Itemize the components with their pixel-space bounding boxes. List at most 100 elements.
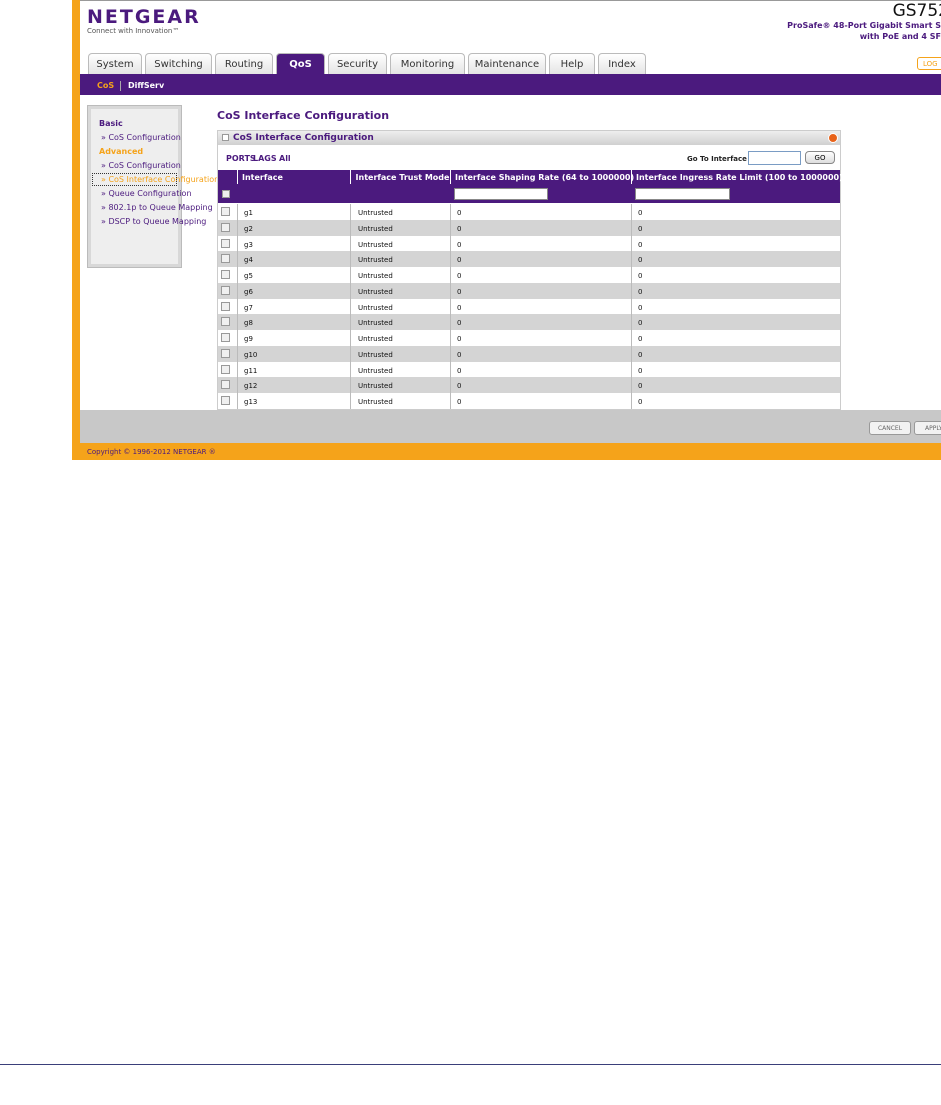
logout-button[interactable]: LOG <box>917 57 941 70</box>
subnav-link[interactable]: CoS <box>97 81 115 90</box>
table-row <box>218 314 840 330</box>
frame-border <box>72 0 80 460</box>
cell: 0 <box>450 345 631 362</box>
cell: g3 <box>237 235 350 252</box>
sidebar: Basic » CoS Configuration Advanced » CoS Co… <box>87 105 219 268</box>
cell: 0 <box>450 219 631 236</box>
cell: Untrusted <box>350 377 450 393</box>
cell: g2 <box>237 219 350 236</box>
row-checkbox[interactable] <box>221 317 230 327</box>
cell: 0 <box>450 235 631 252</box>
nav-tab[interactable]: Monitoring <box>390 53 465 74</box>
nav-tab[interactable]: Index <box>598 53 646 74</box>
bulk-input[interactable] <box>635 188 730 200</box>
footer-bar <box>80 443 941 460</box>
filter-link[interactable]: All <box>279 154 291 163</box>
cell: 0 <box>631 251 840 267</box>
row-checkbox[interactable] <box>221 238 230 248</box>
select-all[interactable] <box>222 190 230 198</box>
page-title: CoS Interface Configuration <box>217 109 390 122</box>
table-row <box>218 361 840 378</box>
table-row <box>218 330 840 346</box>
panel-title: CoS Interface Configuration <box>233 133 374 143</box>
row-checkbox[interactable] <box>221 270 230 279</box>
table-row <box>218 345 840 362</box>
row-checkbox[interactable] <box>221 222 230 232</box>
cell: Untrusted <box>350 361 450 378</box>
cell: g9 <box>237 330 350 346</box>
table-row <box>218 282 840 299</box>
nav-tab[interactable]: Maintenance <box>468 53 546 74</box>
cell: 0 <box>450 330 631 346</box>
cell: 0 <box>631 219 840 236</box>
subnav-divider <box>120 81 121 91</box>
table-row <box>218 204 840 220</box>
sidebar-link[interactable]: » 802.1p to Queue Mapping <box>101 203 213 212</box>
goto-input[interactable] <box>748 151 801 165</box>
table-row <box>218 219 840 236</box>
cell: 0 <box>631 393 840 409</box>
logo: NETGEAR <box>87 6 201 28</box>
sidebar-link[interactable]: » CoS Configuration <box>101 133 181 142</box>
cell: Untrusted <box>350 235 450 252</box>
cell: 0 <box>631 282 840 299</box>
collapse-icon <box>222 134 229 141</box>
cell: g5 <box>237 267 350 283</box>
cell: 0 <box>450 393 631 409</box>
column-header: Interface Ingress Rate Limit (100 to 100… <box>631 170 843 184</box>
cell: 0 <box>631 204 840 220</box>
goto-label: Go To Interface <box>687 155 747 163</box>
sidebar-link[interactable]: » CoS Configuration <box>101 161 181 170</box>
table-row <box>218 298 840 315</box>
table-row <box>218 393 840 409</box>
row-checkbox[interactable] <box>221 396 230 405</box>
sidebar-link[interactable]: » Queue Configuration <box>101 189 192 198</box>
sidebar-section[interactable]: Basic <box>99 119 123 128</box>
subnav-link[interactable]: DiffServ <box>128 81 165 90</box>
row-checkbox[interactable] <box>221 380 230 390</box>
cell: 0 <box>631 377 840 393</box>
cell: g11 <box>237 361 350 378</box>
nav-tab[interactable]: QoS <box>276 53 325 74</box>
cell: g7 <box>237 298 350 315</box>
row-checkbox[interactable] <box>221 285 230 295</box>
nav-tab[interactable]: Switching <box>145 53 212 74</box>
bulk-input[interactable] <box>454 188 548 200</box>
sidebar-link[interactable]: » DSCP to Queue Mapping <box>101 217 207 226</box>
nav-tab[interactable]: System <box>88 53 142 74</box>
cell: 0 <box>631 235 840 252</box>
sidebar-section[interactable]: Advanced <box>99 147 144 156</box>
column-header: Interface Shaping Rate (64 to 1000000) <box>450 170 634 184</box>
row-checkbox[interactable] <box>221 333 230 342</box>
row-checkbox[interactable] <box>221 364 230 374</box>
panel-header <box>218 131 840 145</box>
cell: g1 <box>237 204 350 220</box>
cancel-button[interactable]: CANCEL <box>869 421 911 435</box>
cell: g10 <box>237 345 350 362</box>
column-header: Interface Trust Mode <box>350 170 450 184</box>
nav-tab[interactable]: Help <box>549 53 595 74</box>
cell: Untrusted <box>350 282 450 299</box>
nav-tab[interactable]: Routing <box>215 53 273 74</box>
cell: 0 <box>631 330 840 346</box>
filter-link[interactable]: LAGS <box>253 154 277 163</box>
filter-link[interactable]: PORTS <box>226 154 256 163</box>
cell: Untrusted <box>350 314 450 330</box>
cell: Untrusted <box>350 345 450 362</box>
nav-tab[interactable]: Security <box>328 53 387 74</box>
row-checkbox[interactable] <box>221 207 230 216</box>
cell: 0 <box>450 314 631 330</box>
help-icon[interactable] <box>828 133 838 143</box>
sidebar-link[interactable]: » CoS Interface Configuration <box>92 173 219 186</box>
apply-button[interactable]: APPLY <box>914 421 941 435</box>
row-checkbox[interactable] <box>221 301 230 311</box>
button-bar <box>80 410 941 443</box>
cell: 0 <box>631 298 840 315</box>
row-checkbox[interactable] <box>221 254 230 264</box>
cell: 0 <box>450 298 631 315</box>
cell: 0 <box>450 267 631 283</box>
row-checkbox[interactable] <box>221 348 230 358</box>
cell: 0 <box>450 377 631 393</box>
go-button[interactable]: GO <box>805 151 835 164</box>
